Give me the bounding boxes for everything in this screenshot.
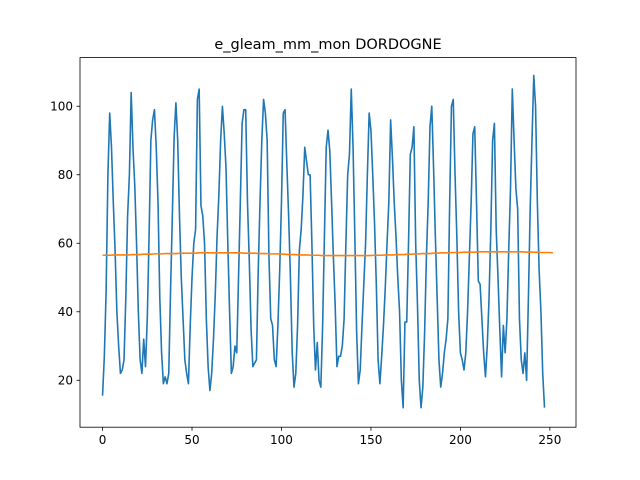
y-tick-label: 60 [58, 237, 73, 251]
axes-layer: 0 50 100 150 200 250 20 40 60 80 100 [50, 100, 561, 448]
x-tick-label: 0 [99, 433, 107, 447]
series-line-1 [101, 74, 546, 409]
chart-title: e_gleam_mm_mon DORDOGNE [214, 37, 441, 53]
x-tick-label: 150 [359, 433, 382, 447]
series-layer [101, 74, 553, 409]
y-tick-label: 40 [58, 305, 73, 319]
y-tick-label: 20 [58, 374, 73, 388]
x-tick-label: 100 [270, 433, 293, 447]
y-tick-label: 100 [50, 100, 73, 114]
y-tick-label: 80 [58, 168, 73, 182]
x-tick-label: 200 [449, 433, 472, 447]
plot-frame [79, 57, 577, 428]
x-tick-label: 250 [538, 433, 561, 447]
x-tick-label: 50 [184, 433, 199, 447]
series-line-2 [102, 251, 553, 257]
